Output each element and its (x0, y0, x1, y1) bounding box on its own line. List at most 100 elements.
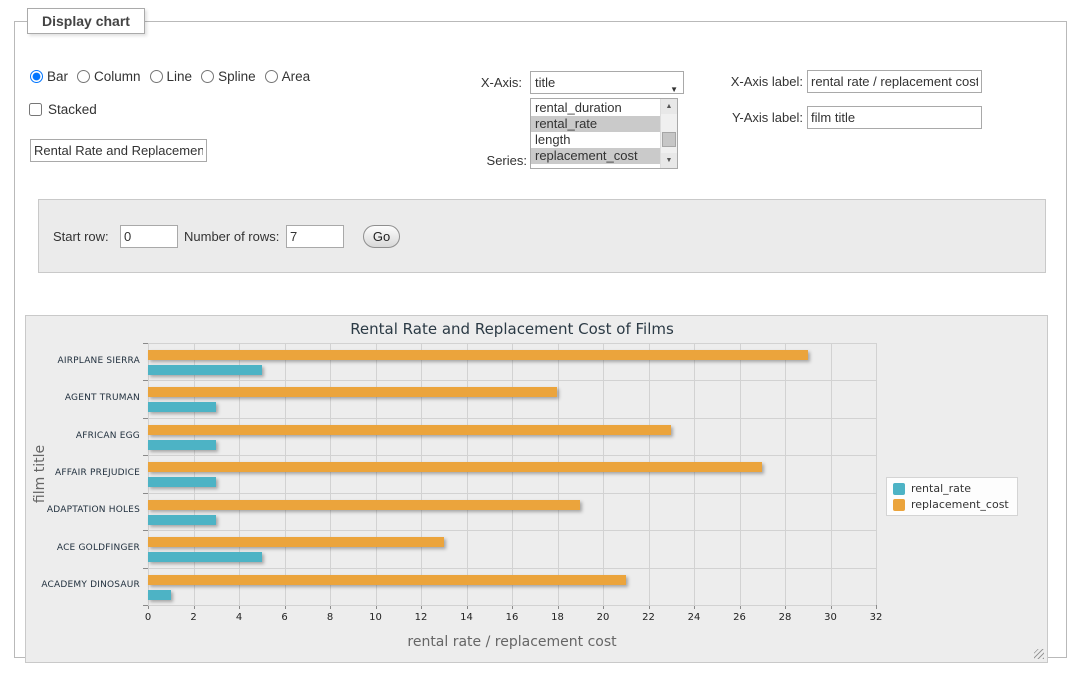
bar-rental_rate[interactable] (148, 402, 216, 412)
gridline (148, 380, 876, 381)
legend-label: rental_rate (911, 482, 971, 495)
bar-replacement_cost[interactable] (148, 462, 762, 472)
bar-rental_rate[interactable] (148, 477, 216, 487)
gridline (148, 605, 876, 606)
series-option-length[interactable]: length (531, 132, 660, 148)
series-multiselect[interactable]: rental_durationrental_ratelengthreplacem… (530, 98, 678, 169)
category-label: AGENT TRUMAN (26, 393, 140, 403)
chart-type-option-bar[interactable]: Bar (30, 69, 68, 84)
legend-swatch-icon (893, 499, 905, 511)
x-axis-tick (876, 605, 877, 609)
chart-title: Rental Rate and Replacement Cost of Film… (350, 320, 674, 338)
y-axis-tick (143, 530, 148, 531)
gridline (148, 455, 876, 456)
bar-replacement_cost[interactable] (148, 425, 671, 435)
bar-replacement_cost[interactable] (148, 500, 580, 510)
bar-rental_rate[interactable] (148, 365, 262, 375)
y-axis-tick (143, 455, 148, 456)
scroll-up-icon[interactable]: ▲ (661, 99, 677, 114)
gridline (831, 343, 832, 605)
radio-line[interactable] (150, 70, 163, 83)
x-axis-tick-label: 28 (770, 612, 800, 623)
stacked-checkbox[interactable] (29, 103, 42, 116)
start-row-input[interactable] (120, 225, 178, 248)
radio-label: Area (282, 69, 311, 84)
display-chart-panel: Display chart BarColumnLineSplineArea St… (14, 8, 1067, 658)
x-axis-tick-label: 16 (497, 612, 527, 623)
gridline (694, 343, 695, 605)
num-rows-input[interactable] (286, 225, 344, 248)
chart-type-option-area[interactable]: Area (265, 69, 311, 84)
radio-label: Spline (218, 69, 256, 84)
stacked-option[interactable]: Stacked (29, 101, 97, 117)
radio-area[interactable] (265, 70, 278, 83)
bar-rental_rate[interactable] (148, 440, 216, 450)
legend-item-replacement_cost[interactable]: replacement_cost (893, 498, 1009, 511)
scroll-down-icon[interactable]: ▼ (661, 153, 677, 168)
x-axis-tick-label: 14 (452, 612, 482, 623)
start-row-label: Start row: (53, 228, 109, 246)
x-axis-tick-label: 22 (634, 612, 664, 623)
x-axis-tick-label: 6 (270, 612, 300, 623)
go-button[interactable]: Go (363, 225, 400, 248)
bar-rental_rate[interactable] (148, 515, 216, 525)
radio-spline[interactable] (201, 70, 214, 83)
series-option-rental_duration[interactable]: rental_duration (531, 100, 660, 116)
legend-item-rental_rate[interactable]: rental_rate (893, 482, 1009, 495)
bar-rental_rate[interactable] (148, 552, 262, 562)
radio-bar[interactable] (30, 70, 43, 83)
x-axis-select[interactable]: title ▼ (530, 71, 684, 94)
chart-title-input[interactable] (30, 139, 207, 162)
y-axis-tick (143, 343, 148, 344)
chart: Rental Rate and Replacement Cost of Film… (26, 316, 1047, 662)
x-axis-tick-label: 4 (224, 612, 254, 623)
chart-type-option-column[interactable]: Column (77, 69, 141, 84)
x-axis-tick-label: 8 (315, 612, 345, 623)
bar-replacement_cost[interactable] (148, 387, 557, 397)
y-axis-tick (143, 418, 148, 419)
x-axis-tick-label: 30 (816, 612, 846, 623)
legend-label: replacement_cost (911, 498, 1009, 511)
y-axis-tick (143, 380, 148, 381)
x-axis-tick-label: 26 (725, 612, 755, 623)
radio-column[interactable] (77, 70, 90, 83)
bar-replacement_cost[interactable] (148, 537, 444, 547)
x-axis-tick-label: 20 (588, 612, 618, 623)
gridline (785, 343, 786, 605)
resize-handle-icon[interactable] (1034, 649, 1044, 659)
x-axis-selected-value: title (535, 75, 555, 90)
category-label: ACADEMY DINOSAUR (26, 580, 140, 590)
category-label: ADAPTATION HOLES (26, 505, 140, 515)
bar-rental_rate[interactable] (148, 590, 171, 600)
y-axis-tick (143, 493, 148, 494)
gridline (330, 343, 331, 605)
radio-label: Bar (47, 69, 68, 84)
x-axis-tick-label: 18 (543, 612, 573, 623)
chevron-down-icon: ▼ (670, 79, 678, 100)
series-options: rental_durationrental_ratelengthreplacem… (531, 100, 660, 164)
chart-container: Rental Rate and Replacement Cost of Film… (25, 315, 1048, 663)
chart-type-option-spline[interactable]: Spline (201, 69, 256, 84)
gridline (239, 343, 240, 605)
gridline (740, 343, 741, 605)
radio-label: Column (94, 69, 141, 84)
bar-replacement_cost[interactable] (148, 575, 626, 585)
bar-replacement_cost[interactable] (148, 350, 808, 360)
series-option-replacement_cost[interactable]: replacement_cost (531, 148, 660, 164)
series-scrollbar[interactable]: ▲ ▼ (660, 99, 677, 168)
scrollbar-thumb[interactable] (662, 132, 676, 147)
x-axis-tick-label: 2 (179, 612, 209, 623)
x-axis-label-input[interactable] (807, 70, 982, 93)
radio-label: Line (167, 69, 193, 84)
series-option-rental_rate[interactable]: rental_rate (531, 116, 660, 132)
chart-type-radiogroup: Bar Column Line Spline Area (30, 68, 310, 84)
y-axis-tick (143, 568, 148, 569)
gridline (148, 418, 876, 419)
gridline (285, 343, 286, 605)
gridline (512, 343, 513, 605)
chart-type-option-line[interactable]: Line (150, 69, 193, 84)
y-axis-label-input[interactable] (807, 106, 982, 129)
gridline (148, 343, 876, 344)
x-axis-tick-label: 32 (861, 612, 891, 623)
gridline (467, 343, 468, 605)
